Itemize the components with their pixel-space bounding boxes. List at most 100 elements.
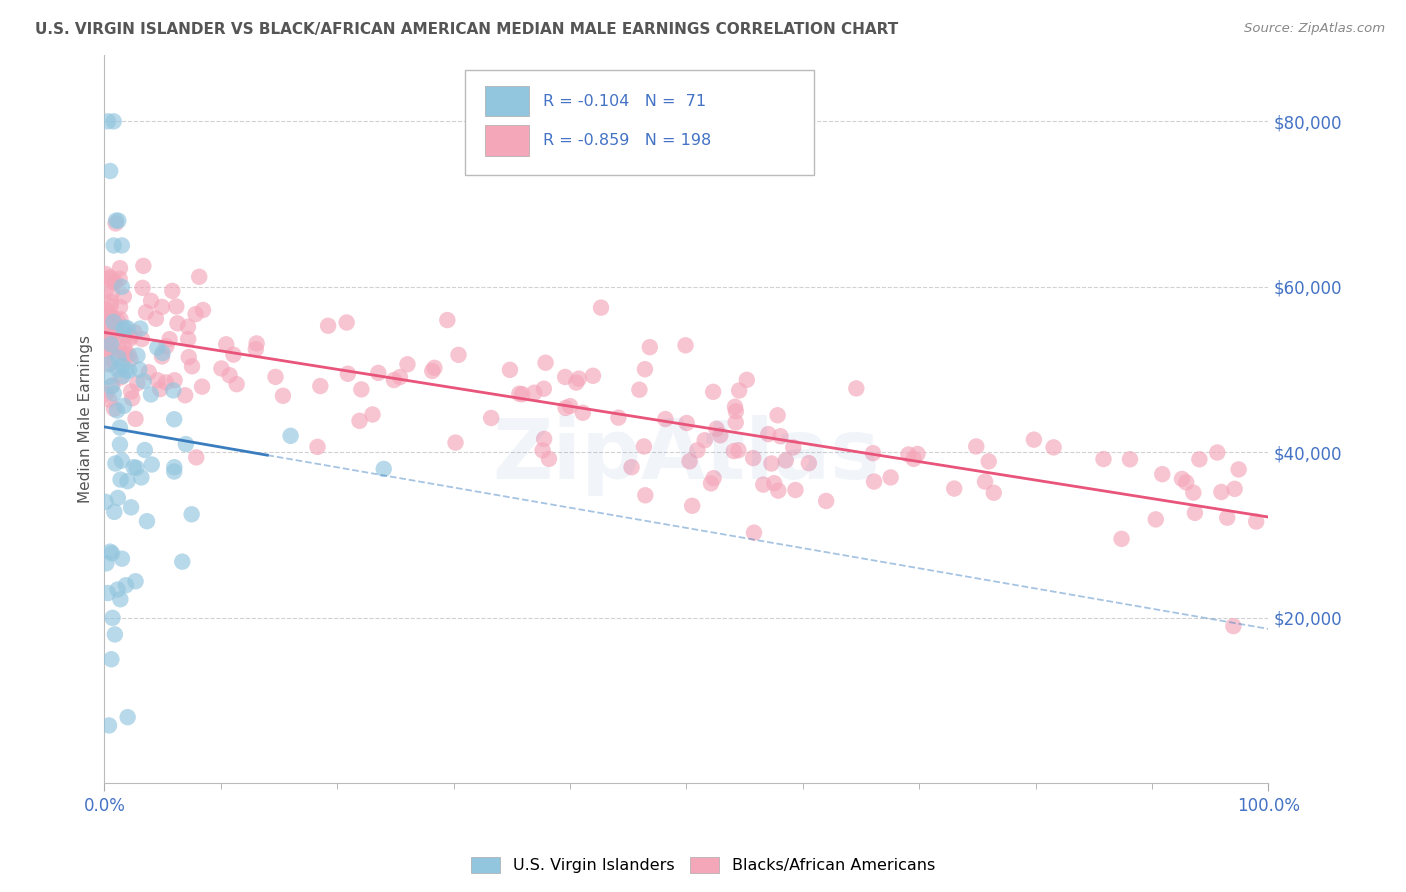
Point [166,316,188,330]
Point [105,403,128,417]
Point [131,332,153,346]
Point [129,321,152,335]
Point [114,327,136,342]
Point [977,454,1000,468]
Point [965,439,987,453]
Point [127,376,149,391]
Point [107,362,129,376]
Point [479,411,502,425]
Point [107,582,129,597]
Point [163,460,186,475]
Point [104,324,127,338]
Point [191,379,214,393]
Point [139,387,162,401]
Point [94,303,117,318]
Point [112,322,135,336]
Point [879,470,901,484]
Point [897,448,920,462]
Point [112,346,135,360]
Point [97,114,120,128]
Point [112,399,135,413]
Point [107,339,129,353]
Point [165,300,187,314]
Point [100,337,122,351]
Point [96,322,118,336]
Point [180,508,202,522]
Point [120,384,142,399]
Point [215,337,238,351]
Point [114,320,136,334]
Point [110,592,132,607]
Point [349,414,371,428]
Point [155,339,177,353]
Point [903,451,925,466]
Point [94,267,117,281]
Point [1144,512,1167,526]
Point [146,341,169,355]
Point [118,348,141,362]
Bar [485,86,529,116]
Point [1022,433,1045,447]
Point [127,349,149,363]
Point [120,332,142,346]
Point [163,465,186,479]
Point [316,318,339,333]
Point [98,270,121,285]
Point [222,348,245,362]
Point [983,485,1005,500]
Point [100,327,122,342]
Text: U.S. VIRGIN ISLANDER VS BLACK/AFRICAN AMERICAN MEDIAN MALE EARNINGS CORRELATION : U.S. VIRGIN ISLANDER VS BLACK/AFRICAN AM… [35,22,898,37]
Point [752,477,775,491]
Point [245,342,267,356]
Point [271,389,294,403]
Point [361,408,384,422]
Point [620,460,643,475]
Y-axis label: Median Male Earnings: Median Male Earnings [79,335,93,503]
Point [186,450,208,465]
Point [162,284,184,298]
Point [768,483,790,498]
Point [163,373,186,387]
Point [131,281,153,295]
Point [1092,452,1115,467]
Point [98,343,121,358]
Point [135,305,157,319]
Point [94,302,117,317]
Point [108,437,131,451]
Point [350,383,373,397]
Point [114,342,136,356]
Point [94,340,117,354]
Point [1152,467,1174,482]
Point [534,356,557,370]
Point [742,525,765,540]
Point [703,471,725,485]
Point [678,454,700,468]
Point [723,444,745,458]
Point [181,359,204,374]
Point [94,387,117,401]
Point [103,238,125,252]
Point [307,440,329,454]
Point [122,460,145,475]
Point [105,213,128,227]
Point [775,453,797,467]
Point [139,293,162,308]
Point [108,261,131,276]
Legend: U.S. Virgin Islanders, Blacks/African Americans: U.S. Virgin Islanders, Blacks/African Am… [464,850,942,880]
Point [132,374,155,388]
Point [149,382,172,396]
Point [1111,532,1133,546]
Point [336,316,359,330]
Point [117,710,139,724]
Point [108,420,131,434]
Point [523,385,546,400]
Point [98,356,121,370]
Point [209,361,232,376]
Point [111,551,134,566]
Point [420,364,443,378]
Point [100,308,122,322]
Point [499,363,522,377]
Point [724,404,747,418]
Point [769,429,792,443]
Point [565,376,588,390]
